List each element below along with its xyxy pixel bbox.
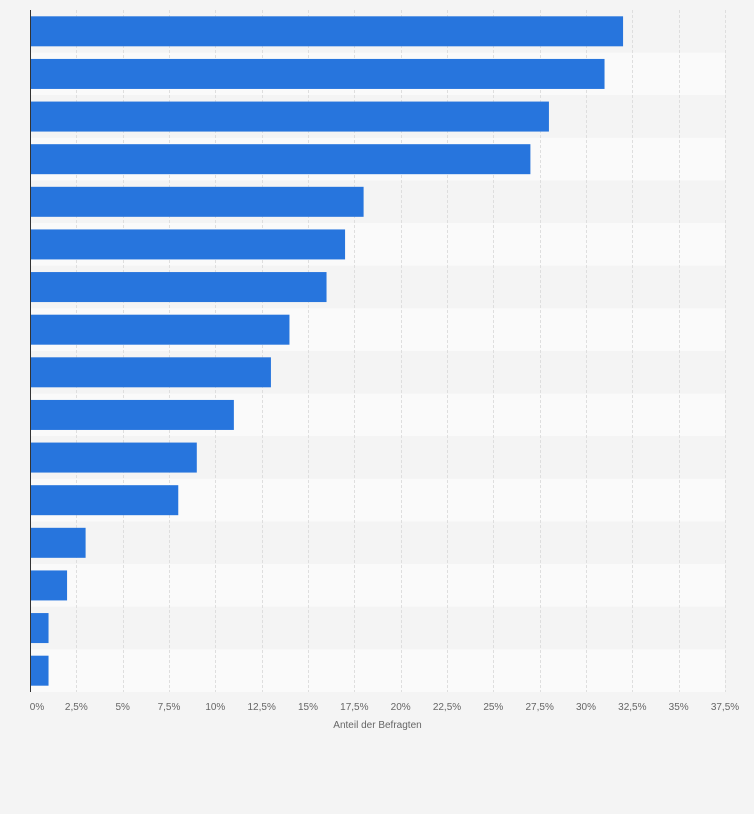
bar [30,314,290,345]
gridlines [76,10,726,692]
bar [30,144,531,175]
x-tick-label: 30% [576,702,596,713]
x-tick-label: 7,5% [158,702,181,713]
row-band [30,606,725,650]
x-tick-label: 37,5% [711,702,739,713]
bar [30,16,624,47]
x-tick-label: 25% [483,702,503,713]
row-band [30,521,725,565]
x-tick-label: 2,5% [65,702,88,713]
bar [30,485,179,516]
bar [30,58,605,89]
x-axis-tick-labels: 0% 2,5% 5% 7,5% 10% 12,5% 15% 17,5% 20% 22,5% 25% 2… [30,702,740,713]
x-tick-label: 22,5% [433,702,461,713]
bar [30,186,364,217]
x-tick-label: 35% [669,702,689,713]
bar [30,570,68,601]
x-tick-label: 27,5% [525,702,553,713]
x-tick-label: 20% [391,702,411,713]
bar [30,272,327,303]
x-tick-label: 15% [298,702,318,713]
bar [30,527,86,558]
bar [30,613,49,644]
bar [30,229,346,260]
x-tick-label: 5% [115,702,130,713]
x-tick-label: 32,5% [618,702,646,713]
x-tick-label: 0% [30,702,45,713]
x-axis-title: Anteil der Befragten [333,720,421,731]
bar [30,357,271,388]
x-tick-label: 10% [205,702,225,713]
x-tick-label: 12,5% [247,702,275,713]
bar [30,442,197,473]
x-tick-label: 17,5% [340,702,368,713]
bars [30,16,624,686]
row-band [30,564,725,607]
row-band [30,649,725,692]
bar [30,399,234,430]
bar [30,655,49,686]
bar [30,101,549,132]
